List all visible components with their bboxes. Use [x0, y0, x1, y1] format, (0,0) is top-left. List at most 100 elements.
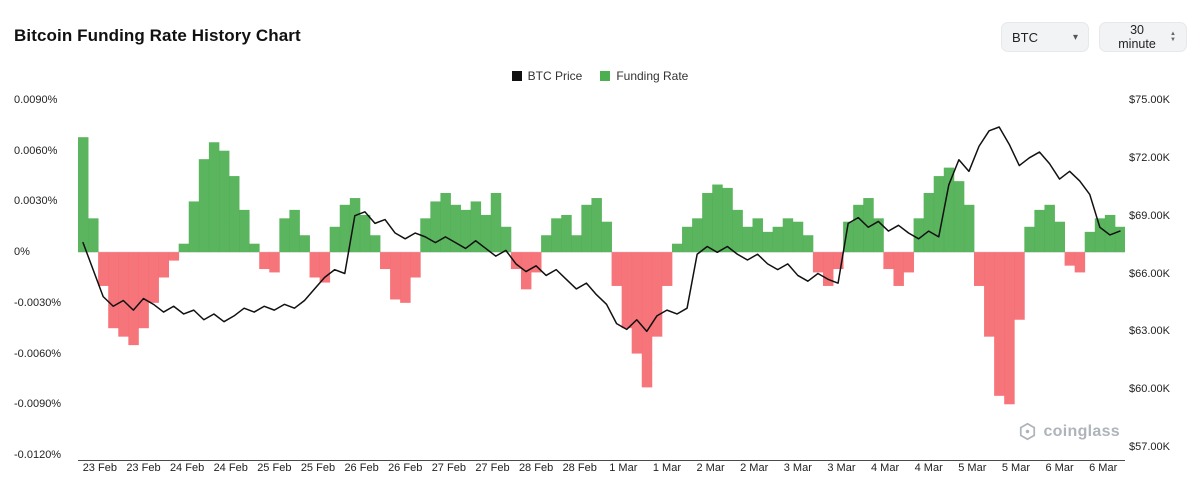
funding-rate-bar: [500, 226, 512, 253]
funding-rate-bar: [380, 252, 391, 270]
funding-rate-bar: [994, 252, 1005, 396]
funding-rate-bar: [510, 252, 522, 270]
left-axis-tick-label: -0.0090%: [14, 398, 62, 411]
funding-rate-bar: [440, 192, 451, 253]
x-axis-tick-label: 6 Mar: [1089, 462, 1118, 474]
funding-rate-bar: [722, 187, 733, 253]
funding-rate-bar: [339, 204, 351, 253]
left-axis-tick-label: -0.0030%: [14, 296, 62, 309]
funding-rate-bar: [802, 235, 814, 253]
x-axis-tick-label: 26 Feb: [344, 462, 379, 474]
x-axis-tick-label: 5 Mar: [958, 462, 987, 474]
funding-rate-bar: [792, 221, 804, 253]
funding-rate-bar: [903, 252, 914, 273]
x-axis-tick-label: 1 Mar: [609, 462, 638, 474]
right-axis-tick-label: $66.00K: [1129, 267, 1170, 280]
btc-price-swatch: [511, 71, 522, 81]
funding-rate-bar: [138, 252, 149, 329]
funding-rate-bar: [88, 218, 99, 253]
funding-rate-bar: [430, 201, 441, 253]
funding-rate-bar: [208, 142, 220, 253]
chart-controls: BTC ▾ 30 minute ▲ ▼: [1001, 22, 1187, 52]
funding-rate-bar: [1014, 252, 1025, 320]
funding-rate-bar: [259, 252, 270, 270]
funding-rate-bar: [1084, 231, 1096, 253]
funding-rate-bar: [1004, 252, 1015, 405]
funding-rate-bar: [410, 252, 421, 278]
funding-rate-bar: [158, 252, 170, 278]
funding-rate-bar: [299, 235, 310, 253]
funding-rate-bar: [1074, 252, 1086, 273]
funding-rate-bar: [178, 243, 190, 253]
funding-rate-bar: [239, 209, 250, 253]
symbol-select[interactable]: BTC ▾: [1001, 22, 1089, 52]
legend-item-btc-price[interactable]: BTC Price: [511, 69, 582, 83]
left-axis-tick-label: -0.0120%: [14, 449, 62, 461]
right-axis-tick-label: $72.00K: [1129, 151, 1170, 164]
funding-rate-bar: [873, 218, 884, 253]
x-axis-tick-label: 28 Feb: [562, 462, 597, 474]
funding-rate-bar: [692, 218, 703, 253]
funding-rate-bar: [289, 209, 300, 253]
x-axis-tick-label: 2 Mar: [740, 462, 769, 474]
funding-rate-bar: [390, 252, 401, 300]
funding-rate-bar: [1034, 209, 1045, 253]
x-axis-tick-label: 27 Feb: [431, 462, 466, 474]
funding-rate-bar: [198, 159, 210, 253]
funding-rate-bar: [1024, 226, 1035, 253]
funding-rate-bar: [1094, 218, 1106, 253]
funding-rate-bar: [1104, 214, 1116, 253]
funding-rate-bar: [128, 252, 139, 346]
right-axis-tick-label: $69.00K: [1129, 209, 1170, 222]
funding-rate-bar: [883, 252, 894, 270]
left-axis-tick-label: 0.0090%: [14, 94, 58, 106]
right-axis-tick-label: $57.00K: [1129, 441, 1170, 453]
funding-rate-bar: [611, 252, 623, 286]
funding-rate-bar: [460, 209, 472, 253]
funding-rate-bar: [772, 226, 784, 253]
funding-rate-bar: [953, 181, 965, 253]
funding-rate-bar: [229, 176, 240, 253]
funding-rate-price-chart[interactable]: [78, 95, 1125, 463]
funding-rate-bar: [621, 252, 633, 329]
funding-rate-bar: [822, 252, 834, 286]
funding-rate-bar: [309, 252, 321, 278]
x-axis-tick-label: 4 Mar: [871, 462, 900, 474]
funding-rate-bar: [671, 243, 683, 253]
coinglass-watermark: coinglass: [1018, 422, 1120, 441]
x-axis-tick-label: 23 Feb: [126, 462, 161, 474]
funding-rate-bar: [631, 252, 643, 354]
funding-rate-bar: [249, 243, 260, 253]
legend-item-funding-rate[interactable]: Funding Rate: [600, 69, 688, 83]
funding-rate-bar: [108, 252, 119, 329]
coinglass-logo-icon: [1020, 422, 1036, 441]
chevron-up-down-icon: ▲ ▼: [1170, 31, 1176, 43]
funding-rate-bar: [319, 252, 331, 283]
x-axis-tick-label: 27 Feb: [475, 462, 510, 474]
x-axis-tick-label: 4 Mar: [914, 462, 943, 474]
funding-rate-bar: [561, 214, 572, 253]
x-axis-tick-label: 6 Mar: [1045, 462, 1074, 474]
funding-rate-bar: [913, 218, 925, 253]
funding-rate-bar: [269, 252, 280, 273]
left-axis-tick-label: 0%: [14, 246, 30, 259]
x-axis-tick-label: 23 Feb: [82, 462, 117, 474]
right-axis-tick-label: $60.00K: [1129, 383, 1170, 396]
funding-rate-bar: [148, 252, 159, 303]
funding-rate-bar: [812, 252, 824, 273]
funding-rate-swatch: [600, 71, 611, 81]
x-axis-tick-label: 25 Feb: [300, 462, 336, 474]
funding-rate-bar: [943, 167, 955, 253]
funding-rate-bar: [923, 192, 935, 253]
chevron-down-icon: ▾: [1072, 31, 1078, 43]
funding-rate-bar: [863, 198, 874, 253]
x-axis-tick-label: 26 Feb: [388, 462, 423, 474]
funding-rate-bar: [1054, 221, 1065, 253]
funding-rate-bar: [591, 198, 602, 253]
interval-select[interactable]: 30 minute ▲ ▼: [1099, 22, 1187, 52]
funding-rate-bar: [843, 221, 854, 253]
funding-rate-bar: [400, 252, 411, 303]
x-axis-tick-label: 5 Mar: [1001, 462, 1030, 474]
x-axis-tick-label: 1 Mar: [652, 462, 681, 474]
funding-rate-bar: [329, 226, 341, 253]
